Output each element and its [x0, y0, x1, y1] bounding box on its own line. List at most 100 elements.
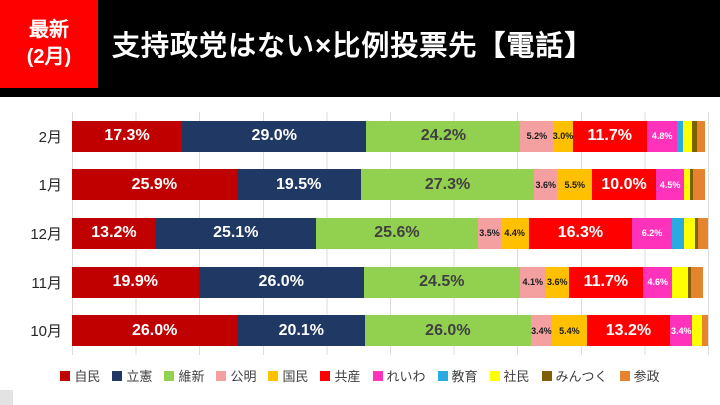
legend-swatch-icon [216, 370, 227, 381]
chart-row-12月: 12月 13.2% 25.1% 25.6% 3.5% 4.4% 16.3% 6.2% [0, 209, 720, 258]
bar-segment-れいわ: 4.8% [646, 120, 678, 152]
bar-segment-自民: 17.3% [72, 120, 183, 152]
legend-label: 自民 [74, 369, 101, 384]
chart-rows: 2月 17.3% 29.0% 24.2% 5.2% 3.0% 11.7% 4.8% 1月 25.9… [0, 112, 720, 355]
bar-segment-社民 [672, 266, 688, 298]
segment-value-label: 11.7% [587, 127, 632, 145]
legend-swatch-icon [268, 370, 279, 381]
legend-item-みんつく: みんつく [541, 366, 608, 385]
legend-swatch-icon [320, 370, 331, 381]
legend-item-公明: 公明 [216, 366, 256, 385]
legend-item-国民: 国民 [268, 366, 308, 385]
bar-segment-自民: 26.0% [72, 315, 238, 347]
segment-value-label: 25.6% [374, 224, 420, 242]
bar-segment-社民 [692, 315, 702, 347]
bar-segment-参政 [697, 217, 708, 249]
bar-segment-維新: 26.0% [365, 315, 531, 347]
bar-segment-教育 [677, 120, 683, 152]
bar-segment-参政 [691, 266, 704, 298]
bar-segment-維新: 25.6% [315, 217, 479, 249]
legend-swatch-icon [619, 370, 630, 381]
decorative-corner [0, 390, 13, 405]
segment-value-label: 4.1% [522, 277, 544, 288]
bar-segment-参政 [697, 120, 705, 152]
legend-label: 維新 [178, 369, 205, 384]
legend-swatch-icon [60, 370, 71, 381]
badge-line1: 最新 [29, 19, 69, 41]
legend-label: 教育 [451, 369, 478, 384]
bar-segment-立憲: 29.0% [182, 120, 367, 152]
bar-segment-公明: 4.1% [519, 266, 546, 298]
legend-item-教育: 教育 [437, 366, 478, 385]
segment-value-label: 29.0% [251, 127, 297, 145]
bar-segment-維新: 27.3% [360, 169, 535, 201]
chart-row-11月: 11月 19.9% 26.0% 24.5% 4.1% 3.6% 11.7% 4.6% [0, 258, 720, 307]
segment-value-label: 3.6% [546, 277, 568, 288]
bar-segment-れいわ: 6.2% [632, 217, 672, 249]
segment-value-label: 10.0% [601, 175, 647, 193]
category-label: 12月 [30, 225, 62, 243]
bar-segment-立憲: 25.1% [155, 217, 316, 249]
category-label: 2月 [38, 128, 62, 146]
legend-label: れいわ [386, 369, 426, 384]
page-title: 支持政党はない×比例投票先【電話】 [112, 30, 594, 61]
segment-value-label: 13.2% [605, 321, 652, 339]
segment-value-label: 19.9% [112, 273, 158, 291]
legend-item-共産: 共産 [320, 366, 361, 385]
bar-segment-国民: 3.0% [552, 120, 574, 152]
segment-value-label: 5.2% [526, 131, 548, 142]
legend-label: 国民 [282, 369, 309, 384]
segment-value-label: 3.0% [552, 131, 574, 142]
bar-segment-共産: 10.0% [592, 169, 656, 201]
segment-value-label: 3.4% [670, 325, 692, 336]
segment-value-label: 26.0% [258, 273, 304, 291]
category-label: 1月 [38, 177, 62, 195]
legend-label: 社民 [503, 369, 530, 384]
segment-value-label: 26.0% [425, 321, 471, 339]
bar-track: 26.0% 20.1% 26.0% 3.4% 5.4% 13.2% 3.4% [72, 315, 708, 347]
bar-track: 17.3% 29.0% 24.2% 5.2% 3.0% 11.7% 4.8% [72, 120, 708, 152]
bar-segment-参政 [701, 315, 708, 347]
segment-value-label: 5.4% [559, 325, 580, 336]
legend-swatch-icon [541, 370, 552, 381]
segment-value-label: 3.6% [535, 179, 557, 190]
bar-segment-維新: 24.5% [363, 266, 520, 298]
bar-segment-自民: 13.2% [72, 217, 156, 249]
bar-segment-みんつく [687, 266, 692, 298]
bar-segment-みんつく [695, 217, 698, 249]
segment-value-label: 20.1% [278, 321, 324, 339]
bar-segment-共産: 16.3% [528, 217, 633, 249]
legend-label: 立憲 [126, 369, 153, 384]
segment-value-label: 11.7% [583, 273, 629, 291]
bar-segment-国民: 5.5% [557, 169, 593, 201]
segment-value-label: 13.2% [91, 224, 137, 242]
legend-item-維新: 維新 [164, 366, 204, 385]
bar-segment-公明: 5.2% [520, 120, 554, 152]
bar-segment-自民: 25.9% [72, 169, 237, 201]
bar-segment-公明: 3.4% [530, 315, 553, 347]
legend-swatch-icon [112, 370, 123, 381]
legend-item-自民: 自民 [60, 366, 100, 385]
bar-segment-教育 [671, 217, 685, 249]
legend-item-れいわ: れいわ [372, 366, 426, 385]
bar-segment-立憲: 26.0% [198, 266, 364, 298]
bar-segment-れいわ: 4.5% [655, 169, 685, 201]
bar-track: 25.9% 19.5% 27.3% 3.6% 5.5% 10.0% 4.5% [72, 169, 708, 201]
bar-segment-参政 [693, 169, 706, 201]
bar-segment-社民 [682, 120, 693, 152]
bar-segment-社民 [684, 169, 690, 201]
segment-value-label: 24.2% [420, 127, 467, 145]
chart-row-2月: 2月 17.3% 29.0% 24.2% 5.2% 3.0% 11.7% 4.8% [0, 112, 720, 161]
legend-label: 共産 [334, 369, 361, 384]
bar-segment-社民 [684, 217, 696, 249]
legend-swatch-icon [164, 370, 175, 381]
category-label: 10月 [30, 323, 62, 341]
legend-swatch-icon [437, 370, 448, 381]
bar-segment-みんつく [689, 169, 694, 201]
legend-swatch-icon [372, 370, 383, 381]
segment-value-label: 17.3% [104, 127, 150, 145]
legend-item-社民: 社民 [489, 366, 530, 385]
legend: 自民 立憲 維新 公明 国民 共産 れいわ 教育 社民 みんつく 参政 [0, 366, 720, 385]
bar-segment-共産: 11.7% [572, 120, 647, 152]
segment-value-label: 25.9% [131, 175, 178, 193]
